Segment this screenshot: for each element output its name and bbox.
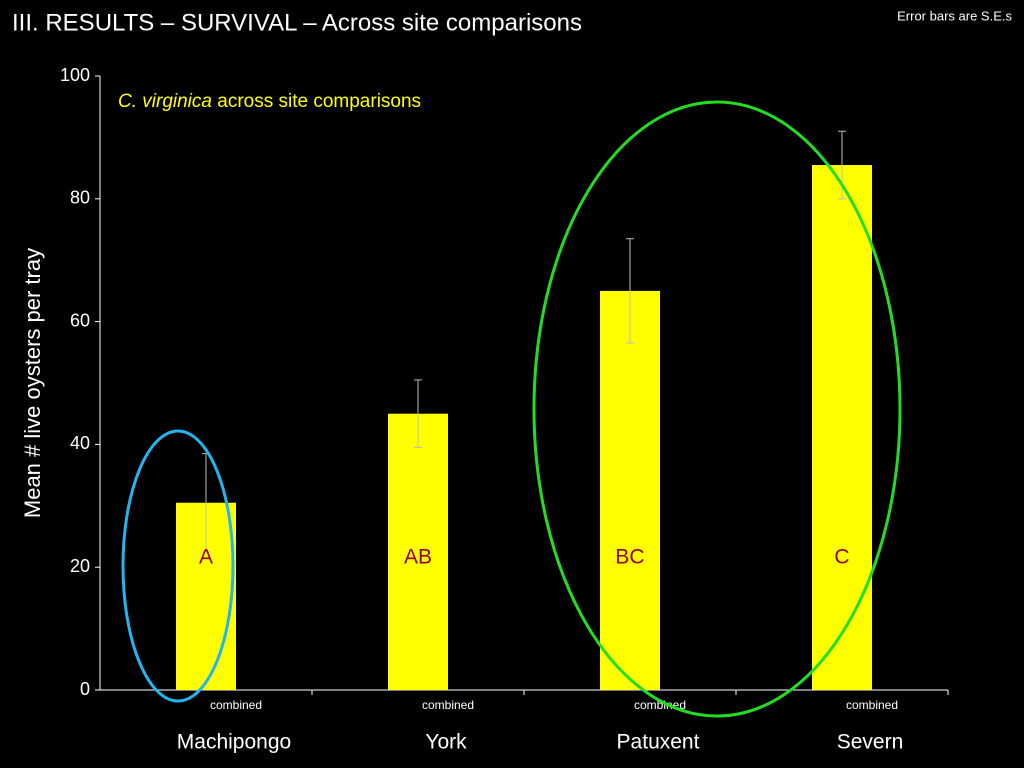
subtitle-italic: C. virginica — [118, 91, 212, 112]
highlight-ellipse — [121, 429, 235, 703]
x-sublabel: combined — [634, 698, 686, 712]
error-bar — [626, 238, 634, 344]
group-letter: A — [199, 546, 213, 569]
x-tick-label: Severn — [837, 731, 904, 754]
bar — [812, 165, 872, 690]
x-sublabel: combined — [846, 698, 898, 712]
note: Error bars are S.E.s — [897, 8, 1012, 23]
x-sublabel: combined — [210, 698, 262, 712]
bar — [388, 413, 448, 690]
group-letter: C — [834, 546, 849, 569]
x-tick-label: Patuxent — [617, 731, 700, 754]
group-letter: AB — [404, 546, 432, 569]
slide-title: III. RESULTS – SURVIVAL – Across site co… — [12, 9, 582, 36]
x-tick-label: York — [425, 731, 467, 754]
y-axis-label: Mean # live oysters per tray — [20, 248, 45, 518]
y-tick-label: 80 — [70, 188, 90, 208]
bar — [600, 290, 660, 690]
y-tick-label: 60 — [70, 310, 90, 330]
y-tick-label: 20 — [70, 556, 90, 576]
x-tick-label: Machipongo — [177, 731, 291, 754]
error-bar — [414, 379, 422, 448]
x-sublabel: combined — [422, 698, 474, 712]
y-tick-label: 40 — [70, 433, 90, 453]
y-tick-label: 0 — [80, 679, 90, 699]
y-tick-label: 100 — [60, 65, 90, 85]
group-letter: BC — [615, 546, 644, 569]
x-axis-dividers — [311, 690, 949, 695]
highlight-ellipse — [532, 100, 902, 718]
subtitle-text: across site comparisons — [217, 91, 421, 112]
subtitle: C. virginica across site comparisons — [118, 91, 421, 112]
